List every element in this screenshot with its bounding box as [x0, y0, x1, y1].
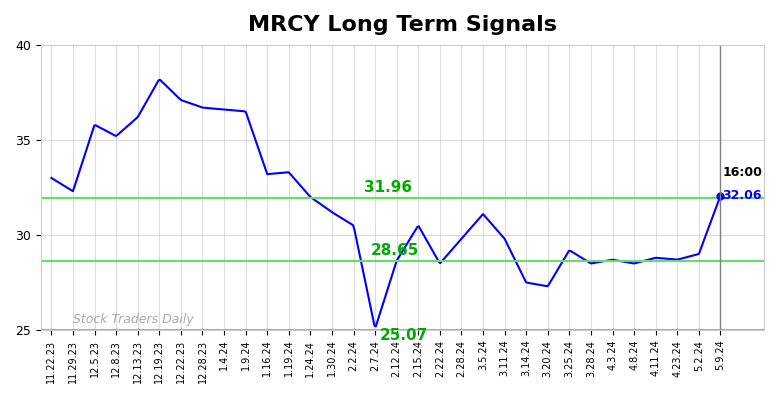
Title: MRCY Long Term Signals: MRCY Long Term Signals [248, 15, 557, 35]
Text: 32.06: 32.06 [723, 189, 762, 202]
Text: 31.96: 31.96 [365, 180, 412, 195]
Text: 28.65: 28.65 [371, 243, 419, 258]
Text: 16:00: 16:00 [723, 166, 763, 179]
Text: 25.07: 25.07 [379, 328, 428, 343]
Text: Stock Traders Daily: Stock Traders Daily [73, 313, 194, 326]
